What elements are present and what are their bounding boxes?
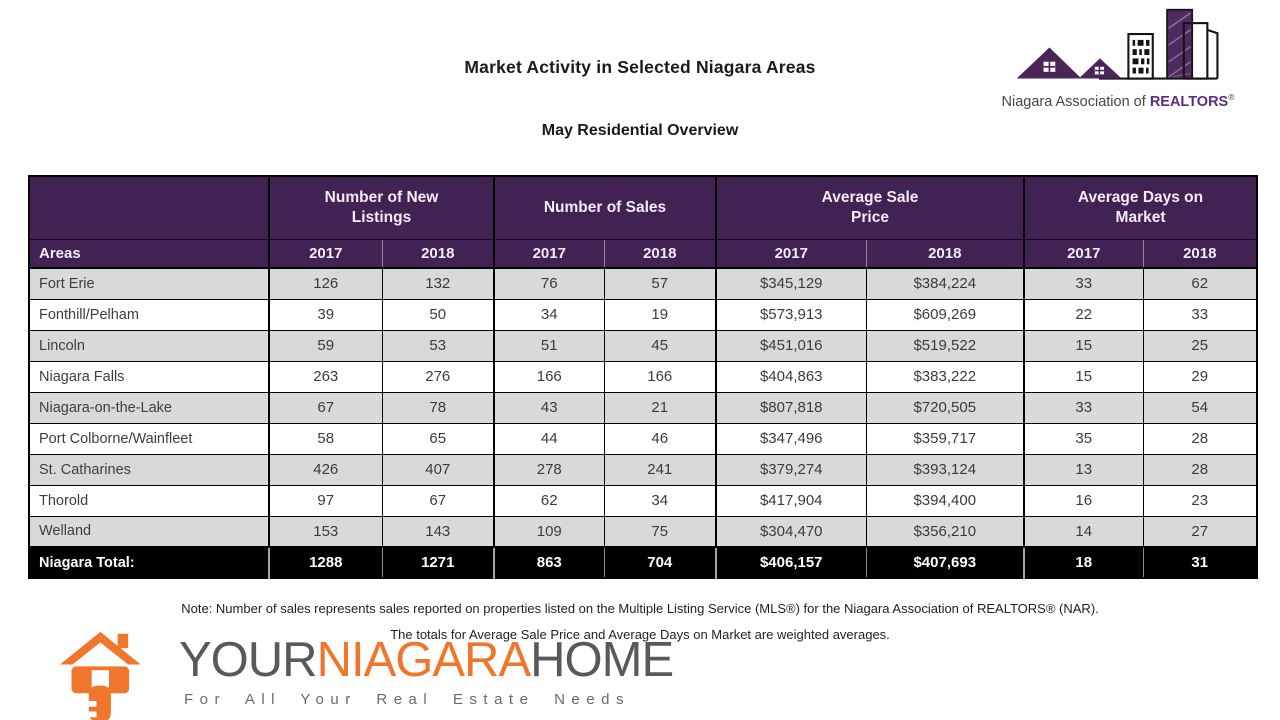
table-row: Welland 153 143 109 75 $304,470 $356,210… bbox=[29, 516, 1258, 548]
total-row: Niagara Total: 1288 1271 863 704 $406,15… bbox=[29, 546, 1258, 578]
table-row: Lincoln 59 53 51 45 $451,016 $519,522 15… bbox=[29, 330, 1258, 362]
nar-caption-prefix: Niagara Association of bbox=[1001, 93, 1150, 110]
footer-logo-word-home: HOME bbox=[530, 633, 674, 687]
year-header: 2018 bbox=[603, 239, 716, 269]
note-line: The totals for Average Sale Price and Av… bbox=[390, 627, 890, 642]
group-header-new-listings: Number of New Listings bbox=[268, 176, 494, 240]
footer-logo-word-niagara: NIAGARA bbox=[316, 633, 532, 687]
year-header: 2017 bbox=[493, 239, 604, 269]
page-subtitle: May Residential Overview bbox=[541, 122, 739, 139]
year-header: 2018 bbox=[1142, 239, 1258, 269]
house-key-icon bbox=[60, 631, 141, 720]
year-header: 2018 bbox=[381, 239, 494, 269]
table-row: Thorold 97 67 62 34 $417,904 $394,400 16… bbox=[29, 485, 1258, 517]
group-header-avg-sale-price: Average Sale Price bbox=[714, 176, 1025, 240]
year-header-row: Areas 2017 2018 2017 2018 2017 2018 2017… bbox=[29, 239, 1258, 269]
corner-cell bbox=[29, 176, 269, 240]
year-header: 2017 bbox=[1023, 239, 1144, 269]
table-row: Fort Erie 126 132 76 57 $345,129 $384,22… bbox=[29, 268, 1258, 300]
table-row: St. Catharines 426 407 278 241 $379,274 … bbox=[29, 454, 1258, 486]
group-header-avg-days-on-market: Average Days on Market bbox=[1023, 176, 1258, 240]
page-title: Market Activity in Selected Niagara Area… bbox=[464, 57, 816, 77]
registered-mark: ® bbox=[1228, 92, 1235, 102]
year-header: 2018 bbox=[865, 239, 1025, 269]
nar-caption-brand: REALTORS bbox=[1149, 93, 1229, 110]
group-header-sales: Number of Sales bbox=[493, 176, 716, 240]
group-header-row: Number of New Listings Number of Sales Av… bbox=[29, 176, 1258, 240]
footer-logo-tagline: For All Your Real Estate Needs bbox=[184, 691, 630, 708]
nar-logo-caption: Niagara Association of REALTORS® bbox=[978, 92, 1258, 110]
nar-buildings-icon bbox=[1016, 8, 1219, 80]
table-row: Port Colborne/Wainfleet 58 65 44 46 $347… bbox=[29, 423, 1258, 455]
areas-column-header: Areas bbox=[29, 239, 269, 269]
footer-logo-word-your: YOUR bbox=[179, 633, 318, 687]
table-row: Niagara-on-the-Lake 67 78 43 21 $807,818… bbox=[29, 392, 1258, 424]
year-header: 2017 bbox=[268, 239, 382, 269]
market-activity-table: Number of New Listings Number of Sales Av… bbox=[28, 175, 1259, 579]
table-row: Fonthill/Pelham 39 50 34 19 $573,913 $60… bbox=[29, 299, 1258, 331]
year-header: 2017 bbox=[715, 239, 866, 269]
footer-logo-wordmark: YOURNIAGARAHOME bbox=[179, 633, 674, 687]
table-row: Niagara Falls 263 276 166 166 $404,863 $… bbox=[29, 361, 1258, 393]
note-line: Note: Number of sales represents sales r… bbox=[181, 601, 1099, 616]
